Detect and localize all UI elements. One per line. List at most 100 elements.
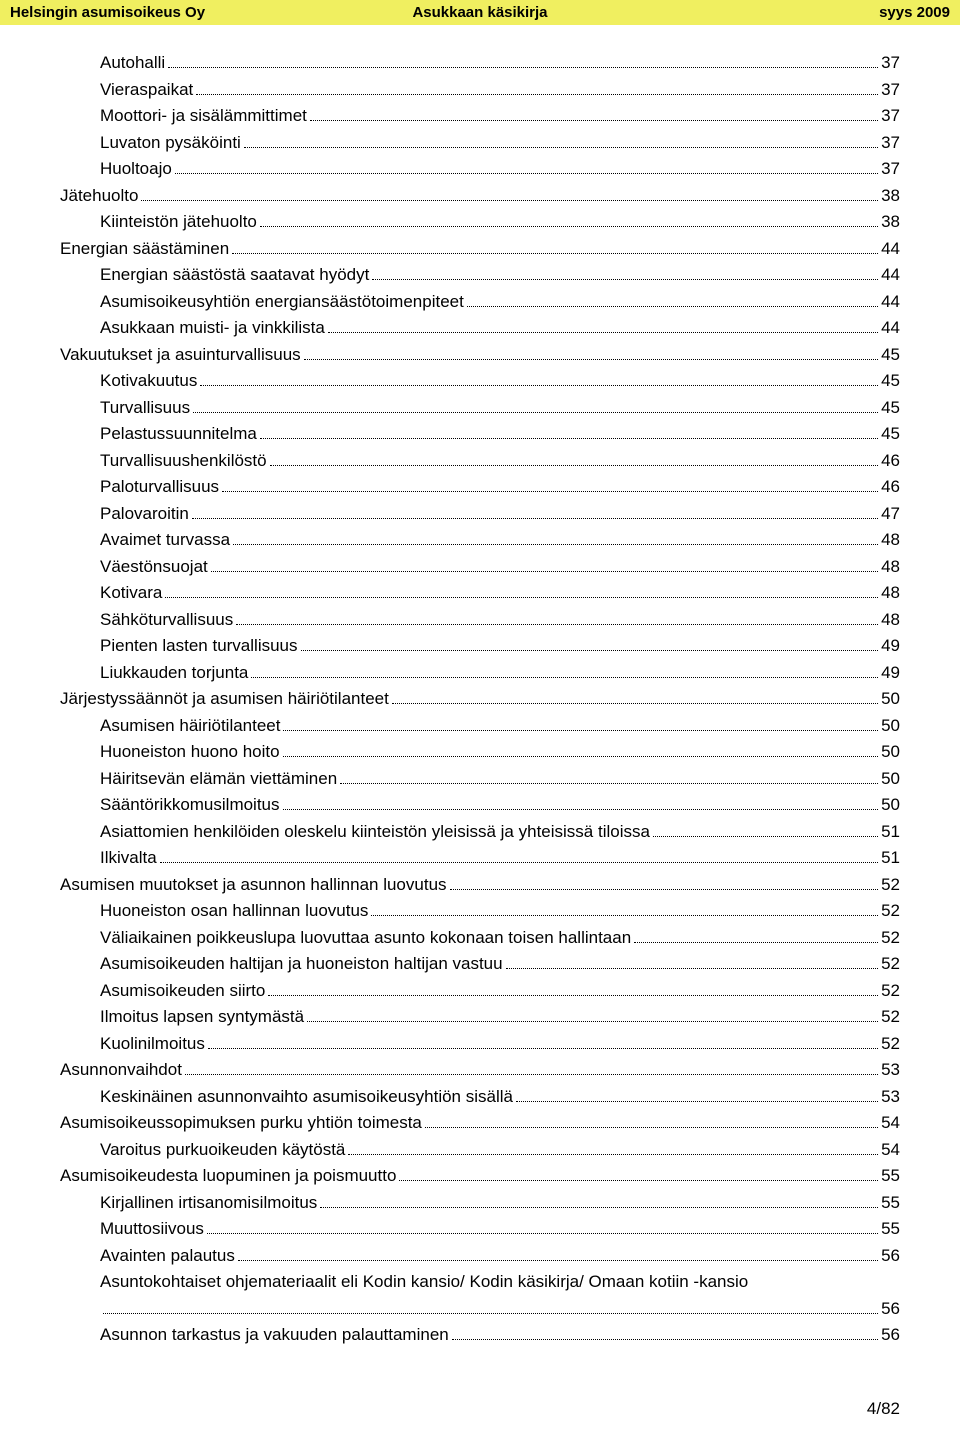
toc-content: Autohalli37Vieraspaikat 37Moottori- ja si… [0,25,960,1359]
toc-label: Asiattomien henkilöiden oleskelu kiintei… [100,819,650,845]
toc-dots [372,279,878,280]
toc-page: 37 [881,130,900,156]
toc-dots [283,756,878,757]
toc-dots [310,120,878,121]
toc-page: 44 [881,262,900,288]
toc-row: Paloturvallisuus46 [60,474,900,500]
toc-label: Asumisoikeuden haltijan ja huoneiston ha… [100,951,503,977]
toc-row: Huoneiston osan hallinnan luovutus52 [60,898,900,924]
toc-label: Asunnonvaihdot [60,1057,182,1083]
toc-row: Asumisoikeuden siirto52 [60,978,900,1004]
toc-dots [268,995,878,996]
toc-label: Ilmoitus lapsen syntymästä [100,1004,304,1030]
toc-dots [208,1048,878,1049]
toc-page: 48 [881,527,900,553]
toc-row: Asunnonvaihdot53 [60,1057,900,1083]
toc-label: Energian säästöstä saatavat hyödyt [100,262,369,288]
toc-row: Huoltoajo37 [60,156,900,182]
header-center: Asukkaan käsikirja [323,4,636,21]
toc-dots [244,147,878,148]
toc-row: Järjestyssäännöt ja asumisen häiriötilan… [60,686,900,712]
toc-page: 52 [881,898,900,924]
toc-row: Kotivara48 [60,580,900,606]
toc-page: 53 [881,1084,900,1110]
toc-label: Väliaikainen poikkeuslupa luovuttaa asun… [100,925,631,951]
toc-row: Häiritsevän elämän viettäminen50 [60,766,900,792]
toc-page: 50 [881,792,900,818]
toc-page: 45 [881,342,900,368]
toc-dots [283,809,879,810]
toc-page: 56 [881,1296,900,1322]
toc-dots [425,1127,878,1128]
toc-page: 56 [881,1322,900,1348]
toc-row: Sääntörikkomusilmoitus50 [60,792,900,818]
toc-label: Luvaton pysäköinti [100,130,241,156]
toc-label: Muuttosiivous [100,1216,204,1242]
toc-label: Asuntokohtaiset ohjemateriaalit eli Kodi… [100,1269,748,1295]
toc-label: Huoneiston huono hoito [100,739,280,765]
toc-dots [328,332,878,333]
toc-label: Väestönsuojat [100,554,208,580]
toc-row: Liukkauden torjunta49 [60,660,900,686]
toc-page: 50 [881,739,900,765]
toc-page: 44 [881,289,900,315]
toc-page: 52 [881,1004,900,1030]
toc-dots [506,968,878,969]
toc-label: Turvallisuushenkilöstö [100,448,267,474]
toc-label: Avaimet turvassa [100,527,230,553]
toc-label: Energian säästäminen [60,236,229,262]
toc-page: 52 [881,872,900,898]
toc-label: Kotivara [100,580,162,606]
toc-row: Asumisoikeussopimuksen purku yhtiön toim… [60,1110,900,1136]
toc-row: Asukkaan muisti- ja vinkkilista44 [60,315,900,341]
toc-dots [175,173,878,174]
toc-label: Asumisoikeudesta luopuminen ja poismuutt… [60,1163,396,1189]
toc-dots [222,491,878,492]
toc-label: Järjestyssäännöt ja asumisen häiriötilan… [60,686,389,712]
toc-label: Vieraspaikat [100,77,193,103]
toc-row: Energian säästöstä saatavat hyödyt 44 [60,262,900,288]
toc-dots [301,650,879,651]
toc-label: Avainten palautus [100,1243,235,1269]
toc-label: Jätehuolto [60,183,138,209]
toc-label: Kuolinilmoitus [100,1031,205,1057]
toc-dots [211,571,878,572]
toc-row: Muuttosiivous 55 [60,1216,900,1242]
toc-dots [168,67,878,68]
toc-label: Kotivakuutus [100,368,197,394]
toc-row: Avainten palautus56 [60,1243,900,1269]
toc-dots [233,544,878,545]
toc-row: Kotivakuutus45 [60,368,900,394]
toc-label: Sähköturvallisuus [100,607,233,633]
toc-page: 46 [881,474,900,500]
toc-row: Vakuutukset ja asuinturvallisuus45 [60,342,900,368]
toc-dots [207,1233,878,1234]
toc-row: Ilmoitus lapsen syntymästä 52 [60,1004,900,1030]
toc-label: Asumisoikeussopimuksen purku yhtiön toim… [60,1110,422,1136]
toc-row: Väliaikainen poikkeuslupa luovuttaa asun… [60,925,900,951]
toc-dots [450,889,879,890]
toc-page: 48 [881,607,900,633]
toc-dots [307,1021,878,1022]
toc-row: Keskinäinen asunnonvaihto asumisoikeusyh… [60,1084,900,1110]
toc-dots [516,1101,878,1102]
toc-dots [340,783,878,784]
toc-row: Moottori- ja sisälämmittimet37 [60,103,900,129]
toc-label: Häiritsevän elämän viettäminen [100,766,337,792]
toc-page: 52 [881,925,900,951]
toc-label: Asumisen häiriötilanteet [100,713,280,739]
toc-dots [283,730,878,731]
toc-row: Autohalli37 [60,50,900,76]
toc-page: 55 [881,1190,900,1216]
toc-page: 37 [881,77,900,103]
toc-dots [238,1260,878,1261]
toc-dots [192,518,878,519]
toc-row: Ilkivalta51 [60,845,900,871]
toc-dots [251,677,878,678]
toc-label: Asukkaan muisti- ja vinkkilista [100,315,325,341]
toc-row: Vieraspaikat 37 [60,77,900,103]
toc-page: 38 [881,183,900,209]
page-footer: 4/82 [0,1359,960,1439]
toc-row: Avaimet turvassa 48 [60,527,900,553]
toc-page: 55 [881,1216,900,1242]
